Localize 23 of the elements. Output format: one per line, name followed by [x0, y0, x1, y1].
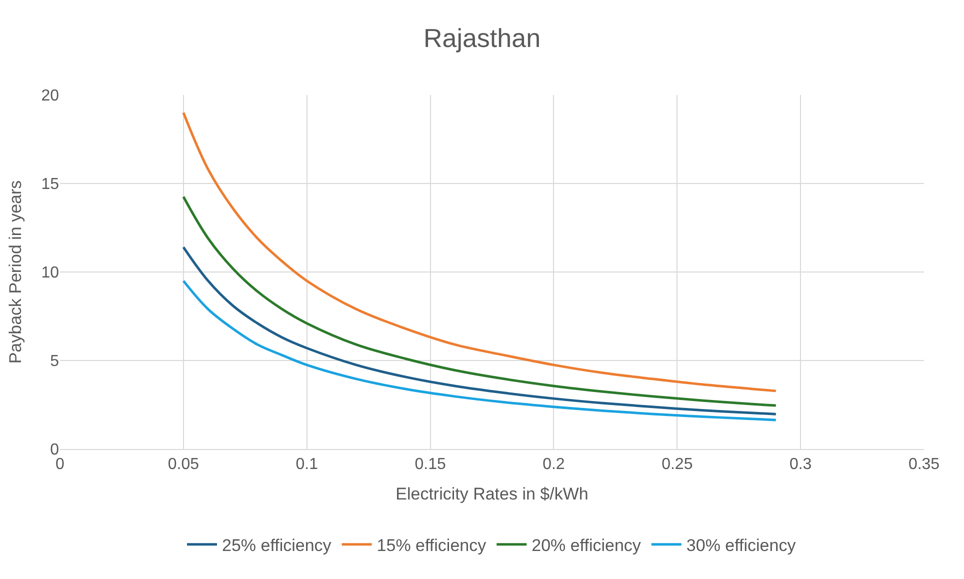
x-tick-label: 0.25: [662, 456, 693, 474]
line-series: [182, 196, 778, 407]
x-tick-label: 0.15: [414, 456, 446, 474]
x-tick-label: 0.05: [168, 456, 200, 474]
legend-label: 15% efficiency: [376, 536, 487, 556]
x-tick-label: 0.1: [296, 456, 318, 474]
legend-label: 20% efficiency: [532, 536, 642, 556]
y-tick-label: 15: [41, 176, 60, 194]
legend-label: 25% efficiency: [222, 536, 332, 556]
x-tick-label: 0.35: [908, 456, 940, 474]
legend-label: 30% efficiency: [686, 536, 796, 556]
x-axis-title: Electricity Rates in $/kWh: [396, 484, 588, 504]
x-tick-label: 0.2: [542, 456, 565, 474]
line-series: [182, 246, 778, 416]
x-tick-label: 0.3: [789, 456, 812, 474]
y-axis-title: Payback Period in years: [6, 180, 25, 364]
chart-title: Rajasthan: [423, 23, 541, 54]
line-series: [182, 111, 778, 392]
y-tick-label: 5: [50, 353, 60, 370]
y-tick-label: 20: [41, 88, 60, 105]
y-tick-label: 0: [50, 442, 60, 459]
y-tick-label: 10: [41, 264, 60, 282]
line-series: [182, 280, 778, 422]
